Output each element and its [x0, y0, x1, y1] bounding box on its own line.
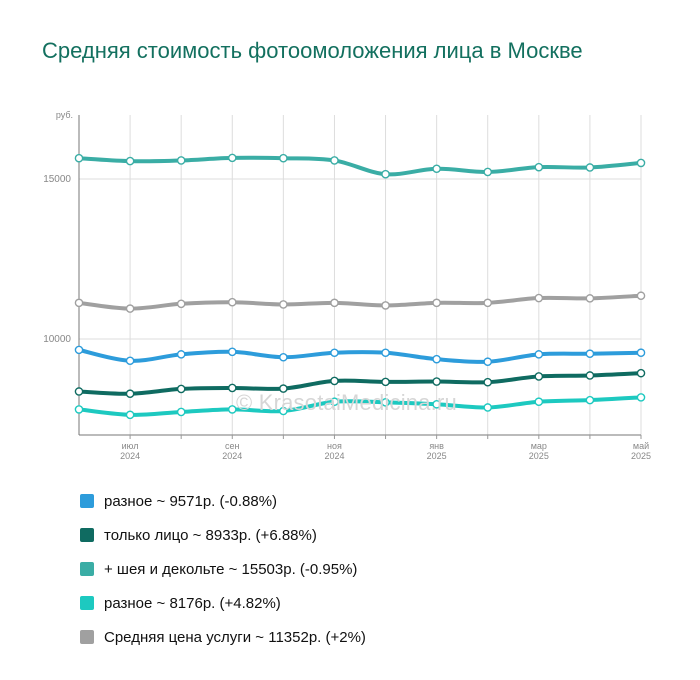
data-point-s3: [432, 354, 441, 364]
data-point-s4: [125, 389, 135, 399]
data-point-s1: [432, 164, 441, 174]
data-point-s1: [636, 158, 646, 168]
legend-item[interactable]: Средняя цена услуги ~ 11352р. (+2%): [80, 620, 366, 654]
legend-item[interactable]: разное ~ 8176р. (+4.82%): [80, 586, 366, 620]
data-point-s4: [176, 384, 186, 394]
y-tick-label: 10000: [43, 334, 71, 345]
data-point-s4: [227, 383, 237, 393]
data-point-s5: [176, 407, 186, 417]
legend: разное ~ 9571р. (-0.88%) только лицо ~ 8…: [80, 484, 366, 654]
watermark: © KrasotaiMedicina.ru: [236, 390, 457, 415]
x-tick-label: ноя 2024: [324, 441, 344, 461]
data-point-s4: [381, 377, 390, 387]
x-tick-label: мар 2025: [529, 441, 549, 461]
data-point-s2: [432, 298, 441, 308]
x-tick-label: июл 2024: [120, 441, 140, 461]
series-line-s2: [77, 293, 643, 311]
chart-title: Средняя стоимость фотоомоложения лица в …: [42, 38, 583, 63]
data-point-s3: [330, 348, 339, 358]
data-point-s1: [381, 169, 390, 179]
data-point-s5: [381, 398, 390, 407]
data-point-s1: [585, 163, 595, 172]
data-point-s2: [176, 299, 186, 309]
x-tick-label: май 2025: [631, 441, 651, 461]
data-point-s4: [279, 384, 288, 393]
data-point-s1: [330, 156, 339, 165]
data-point-s4: [483, 377, 493, 387]
x-tick-label: сен 2024: [222, 441, 242, 461]
data-point-s5: [483, 403, 493, 412]
data-point-s1: [534, 162, 544, 172]
data-point-s3: [74, 345, 84, 355]
legend-swatch: [80, 596, 94, 610]
series-line-s1: [77, 155, 643, 177]
data-point-s3: [636, 348, 646, 358]
data-point-s5: [279, 406, 288, 416]
data-point-s5: [636, 393, 646, 402]
data-point-s4: [534, 372, 544, 381]
data-point-s5: [74, 405, 84, 414]
data-point-s1: [125, 156, 135, 166]
data-point-s3: [534, 350, 544, 359]
data-point-s1: [74, 153, 84, 163]
data-point-s5: [227, 405, 237, 414]
data-point-s3: [227, 347, 237, 357]
legend-label: только лицо ~ 8933р. (+6.88%): [104, 526, 317, 544]
data-point-s2: [636, 291, 646, 301]
data-point-s2: [585, 294, 595, 303]
data-point-s2: [381, 301, 390, 310]
y-tick-label: 15000: [43, 174, 71, 185]
line-chart: 10000 15000 руб. июл 2024 сен 2024 ноя 2024 янв 20…: [43, 110, 651, 461]
data-point-s1: [483, 167, 493, 177]
legend-swatch: [80, 562, 94, 576]
data-point-s2: [279, 300, 288, 309]
legend-swatch: [80, 494, 94, 508]
legend-item[interactable]: только лицо ~ 8933р. (+6.88%): [80, 518, 366, 552]
data-point-s2: [483, 298, 493, 308]
data-point-s4: [74, 387, 84, 396]
data-point-s2: [330, 298, 339, 308]
data-point-s3: [279, 352, 288, 362]
data-point-s2: [125, 304, 135, 313]
y-unit-label: руб.: [56, 110, 73, 120]
data-point-s4: [330, 376, 339, 386]
data-point-s5: [585, 395, 595, 405]
data-point-s2: [534, 293, 544, 303]
data-point-s3: [176, 350, 186, 359]
x-tick-label: янв 2025: [427, 441, 447, 461]
legend-label: + шея и декольте ~ 15503р. (-0.95%): [104, 560, 358, 578]
data-point-s5: [330, 397, 339, 407]
data-point-s1: [176, 156, 186, 165]
data-point-s1: [227, 153, 237, 163]
data-point-s3: [585, 349, 595, 359]
legend-label: разное ~ 8176р. (+4.82%): [104, 594, 281, 612]
legend-label: Средняя цена услуги ~ 11352р. (+2%): [104, 628, 366, 646]
data-point-s5: [432, 399, 441, 409]
data-point-s1: [279, 153, 288, 163]
legend-item[interactable]: разное ~ 9571р. (-0.88%): [80, 484, 366, 518]
data-point-s3: [381, 348, 390, 358]
data-point-s5: [534, 397, 544, 407]
data-point-s2: [74, 298, 84, 308]
data-point-s4: [432, 377, 441, 386]
series-line-s3: [77, 347, 643, 364]
legend-item[interactable]: + шея и декольте ~ 15503р. (-0.95%): [80, 552, 366, 586]
data-point-s3: [125, 356, 135, 366]
data-point-s2: [227, 297, 237, 307]
legend-swatch: [80, 630, 94, 644]
data-point-s4: [636, 368, 646, 378]
data-point-s3: [483, 357, 493, 367]
legend-swatch: [80, 528, 94, 542]
data-point-s5: [125, 410, 135, 420]
data-point-s4: [585, 371, 595, 380]
legend-label: разное ~ 9571р. (-0.88%): [104, 492, 278, 510]
